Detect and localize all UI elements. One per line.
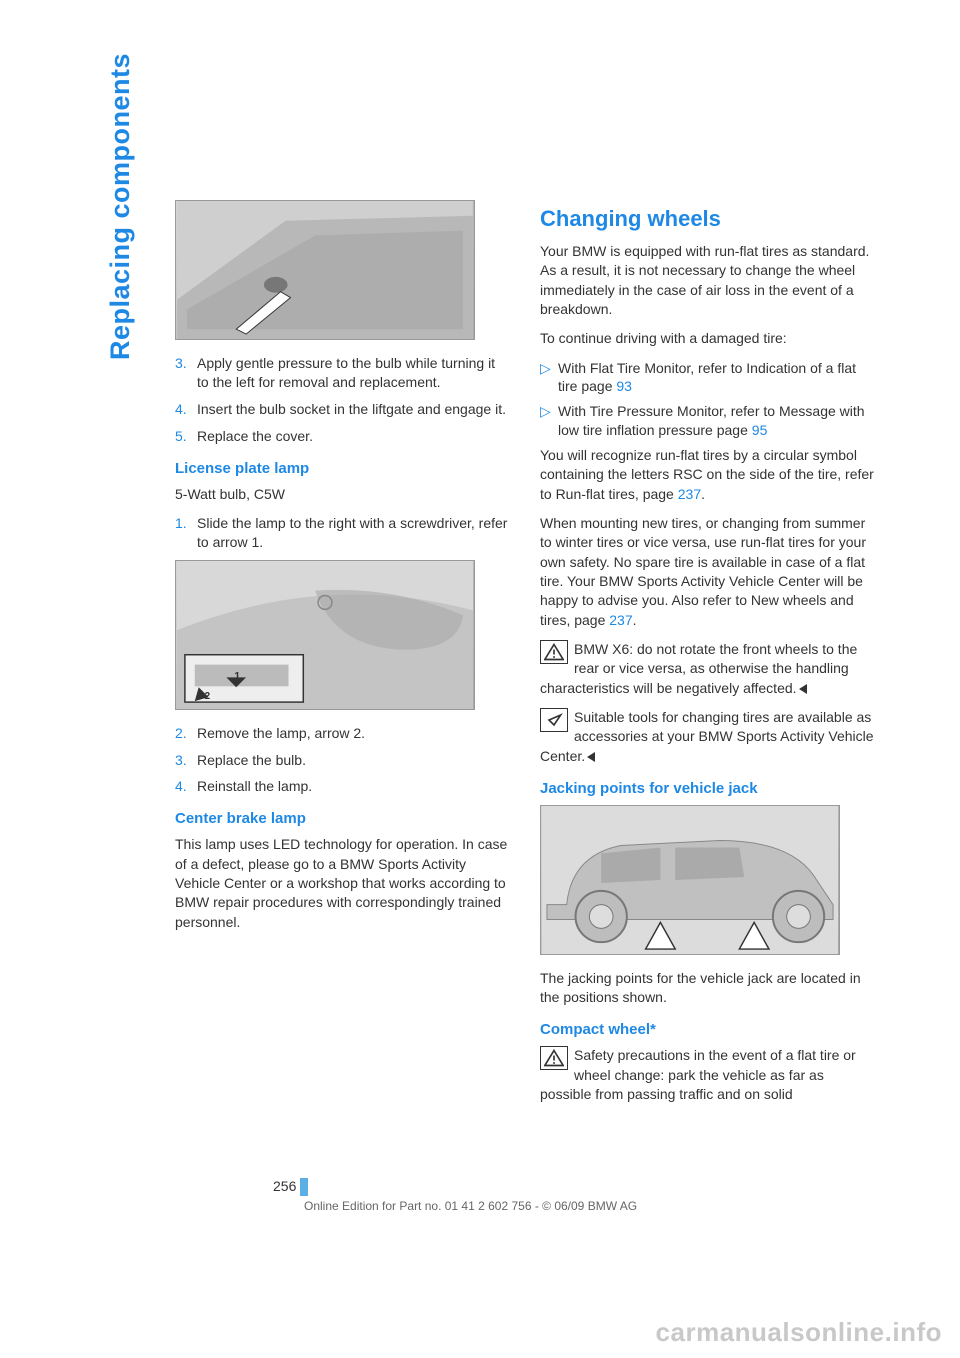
page-ref-link[interactable]: 95 bbox=[752, 422, 768, 438]
bullet-line: With Flat Tire Monitor, refer to Indicat… bbox=[558, 360, 856, 395]
bullet-text: With Flat Tire Monitor, refer to Indicat… bbox=[558, 359, 875, 397]
warning-text: BMW X6: do not rotate the front wheels t… bbox=[540, 641, 857, 696]
warning-text: Safety precautions in the event of a fla… bbox=[540, 1047, 856, 1102]
center-brake-text: This lamp uses LED technology for operat… bbox=[175, 835, 510, 932]
figure-liftgate-bulb bbox=[175, 200, 475, 340]
watermark-text: carmanualsonline.info bbox=[656, 1317, 942, 1348]
heading-changing-wheels: Changing wheels bbox=[540, 206, 875, 232]
step-text: Remove the lamp, arrow 2. bbox=[197, 724, 510, 743]
left-column: 3. Apply gentle pressure to the bulb whi… bbox=[175, 200, 510, 1104]
bullet-text: With Tire Pressure Monitor, refer to Mes… bbox=[558, 402, 875, 440]
ordered-step: 5. Replace the cover. bbox=[175, 427, 510, 446]
para-text: When mounting new tires, or changing fro… bbox=[540, 515, 866, 628]
bullet-item: ▷ With Tire Pressure Monitor, refer to M… bbox=[540, 402, 875, 440]
step-text: Replace the cover. bbox=[197, 427, 510, 446]
step-text: Slide the lamp to the right with a screw… bbox=[197, 514, 510, 552]
step-number: 4. bbox=[175, 400, 197, 419]
ordered-step: 4. Insert the bulb socket in the liftgat… bbox=[175, 400, 510, 419]
warning-icon bbox=[540, 1046, 568, 1070]
ordered-step: 4. Reinstall the lamp. bbox=[175, 777, 510, 796]
paragraph: When mounting new tires, or changing fro… bbox=[540, 514, 875, 630]
note-icon bbox=[540, 708, 568, 732]
bullet-marker: ▷ bbox=[540, 359, 558, 397]
ordered-step: 1. Slide the lamp to the right with a sc… bbox=[175, 514, 510, 552]
right-column: Changing wheels Your BMW is equipped wit… bbox=[540, 200, 875, 1104]
jacking-text: The jacking points for the vehicle jack … bbox=[540, 969, 875, 1008]
step-number: 4. bbox=[175, 777, 197, 796]
note-block: Suitable tools for changing tires are av… bbox=[540, 708, 875, 766]
figure-license-plate: 1 2 bbox=[175, 560, 475, 710]
step-number: 3. bbox=[175, 354, 197, 392]
warning-icon bbox=[540, 640, 568, 664]
bullet-item: ▷ With Flat Tire Monitor, refer to Indic… bbox=[540, 359, 875, 397]
page-ref-link[interactable]: 237 bbox=[678, 486, 701, 502]
heading-license-plate: License plate lamp bbox=[175, 460, 510, 477]
ordered-step: 3. Apply gentle pressure to the bulb whi… bbox=[175, 354, 510, 392]
heading-center-brake: Center brake lamp bbox=[175, 810, 510, 827]
page-number: 256 bbox=[273, 1178, 308, 1196]
heading-compact-wheel: Compact wheel* bbox=[540, 1021, 875, 1038]
step-text: Reinstall the lamp. bbox=[197, 777, 510, 796]
warning-block: BMW X6: do not rotate the front wheels t… bbox=[540, 640, 875, 698]
page-ref-link[interactable]: 237 bbox=[609, 612, 632, 628]
page-content: 3. Apply gentle pressure to the bulb whi… bbox=[175, 200, 875, 1104]
footer-text: Online Edition for Part no. 01 41 2 602 … bbox=[304, 1199, 637, 1213]
bullet-marker: ▷ bbox=[540, 402, 558, 440]
step-number: 2. bbox=[175, 724, 197, 743]
page-ref-link[interactable]: 93 bbox=[616, 378, 632, 394]
bullet-line: With Tire Pressure Monitor, refer to Mes… bbox=[558, 403, 865, 438]
figure-jacking-points bbox=[540, 805, 840, 955]
section-side-label: Replacing components bbox=[105, 53, 136, 360]
para-text: You will recognize run-flat tires by a c… bbox=[540, 447, 874, 502]
step-text: Replace the bulb. bbox=[197, 751, 510, 770]
step-number: 5. bbox=[175, 427, 197, 446]
warning-block: Safety precautions in the event of a fla… bbox=[540, 1046, 875, 1104]
end-triangle-icon bbox=[587, 752, 595, 762]
bulb-spec-text: 5-Watt bulb, C5W bbox=[175, 485, 510, 504]
step-number: 3. bbox=[175, 751, 197, 770]
page-number-value: 256 bbox=[273, 1178, 296, 1194]
period: . bbox=[701, 486, 705, 502]
step-text: Insert the bulb socket in the liftgate a… bbox=[197, 400, 510, 419]
paragraph: Your BMW is equipped with run-flat tires… bbox=[540, 242, 875, 319]
step-number: 1. bbox=[175, 514, 197, 552]
paragraph: You will recognize run-flat tires by a c… bbox=[540, 446, 875, 504]
period: . bbox=[633, 612, 637, 628]
heading-jacking-points: Jacking points for vehicle jack bbox=[540, 780, 875, 797]
step-text: Apply gentle pressure to the bulb while … bbox=[197, 354, 510, 392]
end-triangle-icon bbox=[799, 684, 807, 694]
ordered-step: 2. Remove the lamp, arrow 2. bbox=[175, 724, 510, 743]
page-number-bar bbox=[300, 1178, 308, 1196]
paragraph: To continue driving with a damaged tire: bbox=[540, 329, 875, 348]
ordered-step: 3. Replace the bulb. bbox=[175, 751, 510, 770]
